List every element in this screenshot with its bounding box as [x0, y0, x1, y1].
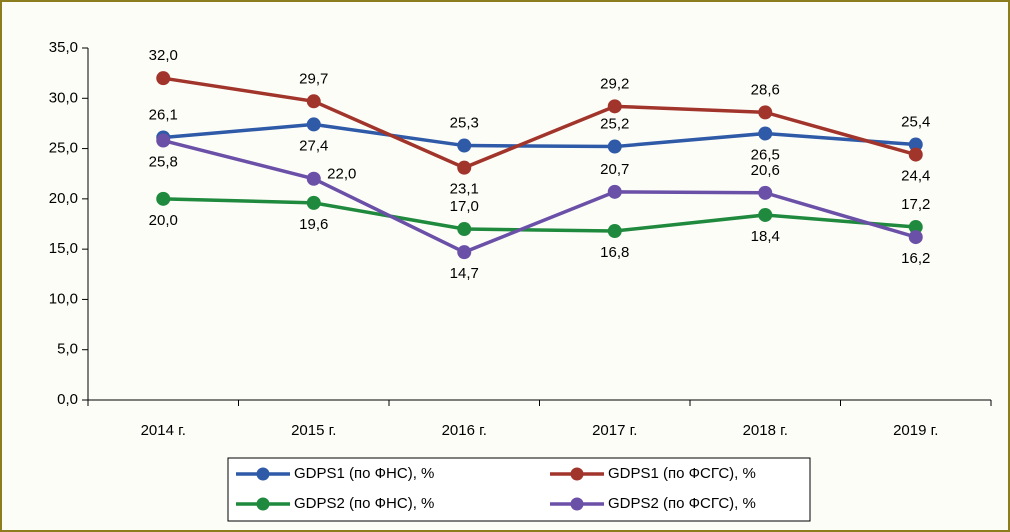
legend-marker: [570, 467, 584, 481]
data-label: 19,6: [299, 216, 328, 233]
data-point: [156, 133, 171, 148]
data-label: 32,0: [149, 47, 178, 64]
data-point: [607, 224, 622, 239]
data-point: [607, 99, 622, 114]
data-label: 26,1: [149, 106, 178, 123]
x-tick-label: 2018 г.: [743, 422, 788, 439]
data-point: [758, 105, 773, 120]
data-point: [607, 139, 622, 154]
series-line: [162, 138, 917, 255]
data-point: [306, 94, 321, 109]
y-tick-label: 5,0: [57, 341, 78, 358]
x-tick-label: 2019 г.: [893, 422, 938, 439]
data-point: [156, 71, 171, 86]
data-label: 22,0: [327, 166, 356, 183]
data-point: [758, 207, 773, 222]
data-point: [607, 184, 622, 199]
data-label: 25,8: [149, 153, 178, 170]
data-label: 29,2: [600, 75, 629, 92]
data-label: 24,4: [901, 168, 930, 185]
data-label: 27,4: [299, 137, 328, 154]
y-tick-label: 20,0: [49, 190, 78, 207]
x-tick-label: 2014 г.: [141, 422, 186, 439]
series-line: [162, 76, 917, 170]
data-point: [156, 191, 171, 206]
data-label: 25,2: [600, 116, 629, 133]
data-label: 17,0: [450, 198, 479, 215]
legend-box: [227, 457, 811, 522]
data-point: [908, 137, 923, 152]
y-tick-label: 30,0: [49, 89, 78, 106]
data-label: 28,6: [751, 81, 780, 98]
data-point: [758, 126, 773, 141]
data-point: [457, 245, 472, 260]
data-label: 25,4: [901, 114, 930, 131]
data-label: 20,0: [149, 212, 178, 229]
legend-label: GDPS1 (по ФСГС), %: [608, 465, 756, 482]
legend-label: GDPS2 (по ФСГС), %: [608, 495, 756, 512]
data-label: 23,1: [450, 181, 479, 198]
x-tick-label: 2015 г.: [291, 422, 336, 439]
data-label: 16,2: [901, 250, 930, 267]
data-point: [457, 138, 472, 153]
legend-label: GDPS2 (по ФНС), %: [294, 495, 434, 512]
data-label: 20,7: [600, 161, 629, 178]
y-tick-label: 15,0: [49, 240, 78, 257]
data-label: 29,7: [299, 70, 328, 87]
legend-marker: [256, 497, 270, 511]
legend-label: GDPS1 (по ФНС), %: [294, 465, 434, 482]
data-point: [306, 195, 321, 210]
y-tick-label: 0,0: [57, 391, 78, 408]
data-point: [758, 185, 773, 200]
x-tick-label: 2016 г.: [442, 422, 487, 439]
data-point: [306, 117, 321, 132]
x-tick-label: 2017 г.: [592, 422, 637, 439]
data-point: [908, 220, 923, 235]
data-label: 18,4: [751, 228, 780, 245]
data-label: 16,8: [600, 244, 629, 261]
data-point: [908, 230, 923, 245]
data-label: 14,7: [450, 265, 479, 282]
data-point: [306, 171, 321, 186]
series-line: [163, 197, 916, 233]
data-point: [908, 147, 923, 162]
data-label: 26,5: [751, 146, 780, 163]
legend-marker: [570, 497, 584, 511]
data-point: [457, 160, 472, 175]
data-label: 20,6: [751, 162, 780, 179]
series-line: [163, 122, 916, 149]
y-tick-label: 35,0: [49, 39, 78, 56]
y-tick-label: 10,0: [49, 290, 78, 307]
legend-marker: [256, 467, 270, 481]
data-label: 17,2: [901, 196, 930, 213]
data-point: [457, 222, 472, 237]
y-tick-label: 25,0: [49, 140, 78, 157]
data-label: 25,3: [450, 115, 479, 132]
